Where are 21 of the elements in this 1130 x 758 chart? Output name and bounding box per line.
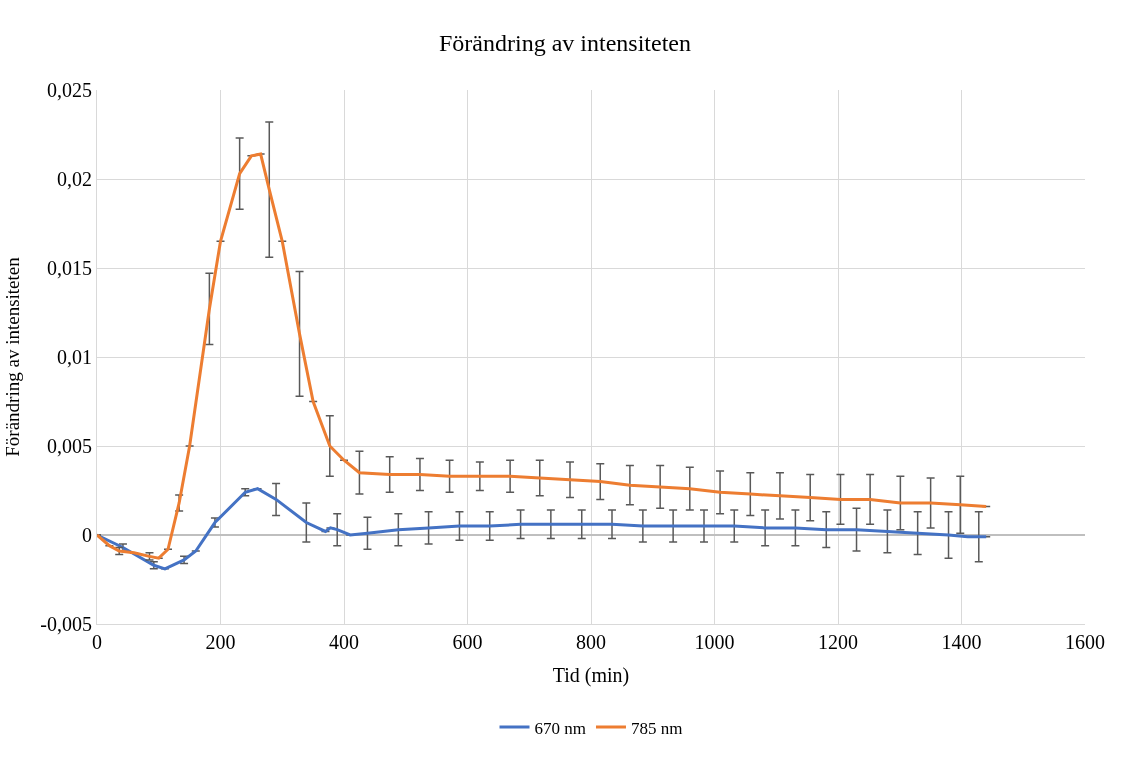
x-tick-label: 400: [329, 631, 359, 653]
x-tick-label: 1200: [818, 631, 858, 653]
y-axis-title: Förändring av intensiteten: [2, 256, 24, 457]
x-tick-label: 800: [576, 631, 606, 653]
y-tick-label: 0,025: [47, 79, 92, 101]
y-tick-label: 0,015: [47, 257, 92, 279]
legend-label: 670 nm: [534, 718, 586, 738]
y-tick-label: -0,005: [40, 613, 92, 635]
y-tick-label: 0,005: [47, 435, 92, 457]
x-tick-label: 1000: [694, 631, 735, 653]
x-tick-label: 600: [452, 631, 483, 653]
x-tick-label: 1400: [941, 631, 982, 653]
y-tick-label: 0,01: [57, 346, 92, 368]
y-tick-label: 0: [82, 524, 92, 546]
chart-title: Förändring av intensiteten: [439, 29, 691, 56]
line-series: [97, 152, 988, 561]
legend-label: 785 nm: [630, 718, 683, 738]
x-tick-label: 1600: [1065, 631, 1105, 653]
x-tick-label: 200: [205, 631, 236, 653]
y-tick-label: 0,02: [57, 168, 92, 190]
x-axis-title: Tid (min): [552, 663, 630, 687]
